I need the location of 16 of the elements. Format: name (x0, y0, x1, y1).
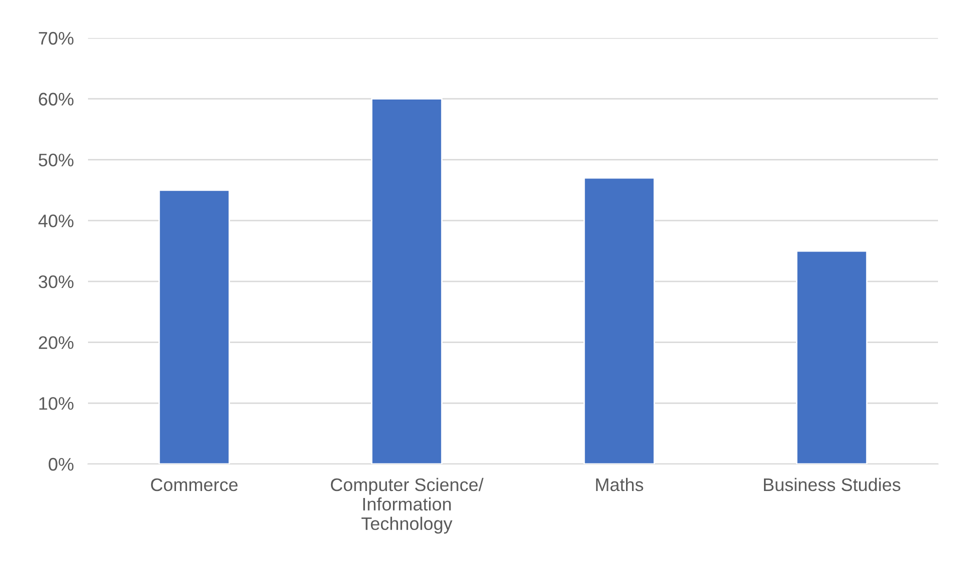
bar (158, 189, 230, 464)
y-tick-label: 0% (48, 458, 74, 471)
y-tick-label: 60% (38, 92, 74, 106)
x-tick-label: Commerce (151, 478, 238, 492)
bar (370, 98, 443, 464)
y-tick-label: 40% (38, 214, 74, 228)
x-tick-label: Maths (596, 478, 644, 492)
y-tick-label: 30% (38, 275, 74, 288)
bar (796, 250, 868, 464)
bar (583, 177, 656, 464)
x-tick-label: Business Studies (764, 478, 900, 492)
y-tick-label: 10% (39, 397, 74, 410)
y-tick-label: 20% (38, 336, 74, 350)
y-tick-label: 70% (38, 32, 74, 45)
x-tick-label: Computer Science/ Information Technology (330, 478, 484, 534)
y-tick-label: 50% (38, 154, 74, 166)
